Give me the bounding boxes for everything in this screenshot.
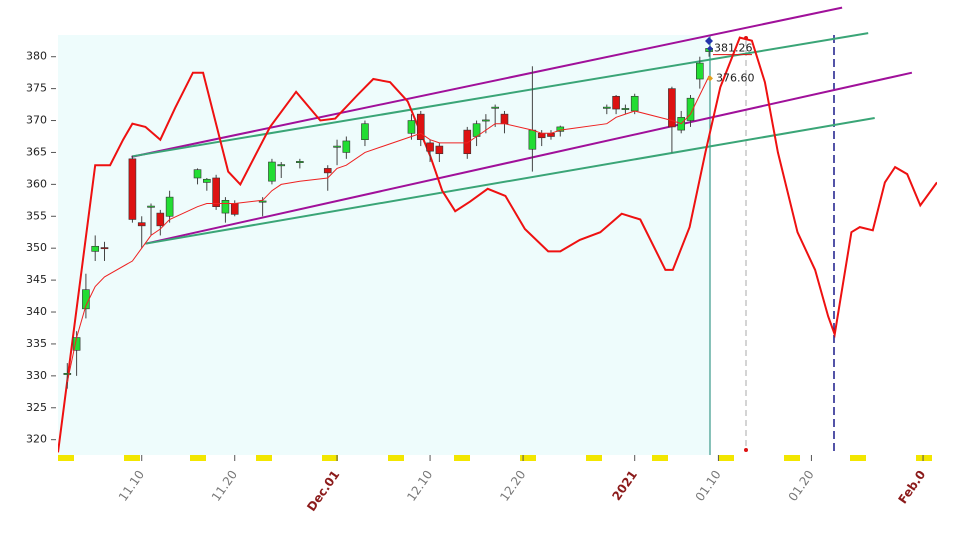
candle-body xyxy=(156,212,165,227)
candle-body xyxy=(686,97,695,121)
candle-body xyxy=(268,161,276,182)
annotation-marker xyxy=(707,75,713,82)
y-tick-label: 370 xyxy=(26,114,47,127)
x-tick-label: Feb.0 xyxy=(895,468,928,507)
axis-block xyxy=(124,455,140,461)
candle-body xyxy=(668,88,676,128)
x-tick-label: 2021 xyxy=(609,468,640,503)
plot xyxy=(58,6,937,453)
x-tick-label: 12.20 xyxy=(497,468,528,504)
y-tick-label: 340 xyxy=(26,305,47,318)
candle-body xyxy=(612,95,620,110)
y-tick-label: 330 xyxy=(26,369,47,382)
axis-block xyxy=(916,455,932,461)
marker-dot xyxy=(744,448,748,452)
channel-line xyxy=(132,32,869,158)
axis-block xyxy=(388,455,404,461)
axis-block xyxy=(520,455,536,461)
candle-body xyxy=(230,203,239,215)
y-tick-label: 380 xyxy=(26,50,47,63)
marker-diamond xyxy=(705,37,713,45)
x-axis-strip xyxy=(58,455,932,461)
moving-average-line xyxy=(66,75,710,383)
candle-body xyxy=(537,132,546,139)
channel-line xyxy=(131,6,843,158)
candle-body xyxy=(221,200,230,214)
annotation-label: 376.60 xyxy=(716,71,755,84)
y-tick-label: 320 xyxy=(26,433,47,446)
candle-body xyxy=(407,120,416,134)
y-tick-label: 345 xyxy=(26,273,47,286)
x-tick-label: 11.20 xyxy=(209,468,240,504)
candle-body xyxy=(342,140,351,153)
candle-body xyxy=(602,106,611,109)
channel-line xyxy=(145,71,913,245)
candle-body xyxy=(361,123,369,140)
x-tick-label: 01.20 xyxy=(786,468,817,504)
y-tick-label: 375 xyxy=(26,82,47,95)
candle-body xyxy=(435,145,444,155)
x-tick-label: 12.10 xyxy=(404,468,435,504)
y-tick-label: 335 xyxy=(26,337,47,350)
axis-block xyxy=(718,455,734,461)
candle-body xyxy=(621,108,630,110)
candle-body xyxy=(426,142,434,152)
candle-body xyxy=(333,145,341,148)
channel-line xyxy=(145,117,875,245)
oscillator-line xyxy=(58,36,937,453)
candle-body xyxy=(258,200,267,203)
candle-body xyxy=(500,113,509,125)
candle-body xyxy=(463,129,472,155)
y-tick-label: 365 xyxy=(26,145,47,158)
axis-block xyxy=(850,455,866,461)
candle-body xyxy=(296,161,304,163)
y-tick-label: 355 xyxy=(26,209,47,222)
x-tick-label: Dec.01 xyxy=(304,468,342,514)
candle-body xyxy=(63,372,72,375)
x-tick-label: 11.10 xyxy=(116,468,147,504)
axis-block xyxy=(454,455,470,461)
y-tick-label: 325 xyxy=(26,401,47,414)
axis-block xyxy=(190,455,206,461)
candle-body xyxy=(137,222,146,227)
candle-body xyxy=(147,205,155,208)
candle-body xyxy=(277,164,286,167)
axis-block xyxy=(256,455,272,461)
y-tick-label: 360 xyxy=(26,177,47,190)
candle-body xyxy=(165,196,174,217)
axis-block xyxy=(652,455,668,461)
y-tick-label: 350 xyxy=(26,241,47,254)
candle-body xyxy=(212,177,220,208)
x-tick-label: 01.10 xyxy=(693,468,724,504)
candle-body xyxy=(416,113,425,140)
candle-body xyxy=(128,158,137,220)
axis-block xyxy=(322,455,338,461)
candle-body xyxy=(100,247,109,250)
axis-block xyxy=(784,455,800,461)
axis-block xyxy=(586,455,602,461)
candle-body xyxy=(323,168,332,174)
candle-body xyxy=(528,129,537,150)
axis-block xyxy=(58,455,74,461)
candle-body xyxy=(193,169,202,179)
candle-body xyxy=(482,119,490,122)
candle-body xyxy=(630,95,639,112)
candle-body xyxy=(91,245,100,252)
candle-body xyxy=(696,62,704,80)
annotation-label: 381.26 xyxy=(714,42,753,55)
annotation-marker xyxy=(707,45,713,52)
highlight-region xyxy=(58,35,710,455)
candle-body xyxy=(491,106,499,109)
candle-body xyxy=(203,178,211,183)
